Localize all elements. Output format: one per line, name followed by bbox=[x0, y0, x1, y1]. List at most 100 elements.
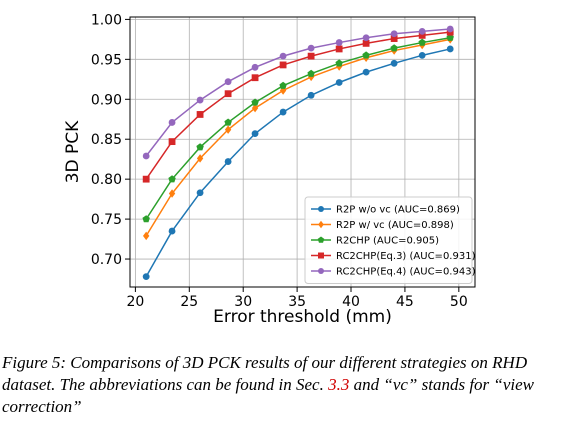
series-line bbox=[145, 31, 451, 180]
legend-label: R2P w/o vc (AUC=0.869) bbox=[336, 205, 460, 216]
legend-marker bbox=[318, 268, 324, 274]
data-point bbox=[142, 231, 150, 241]
data-point bbox=[446, 25, 454, 33]
data-point bbox=[335, 45, 343, 53]
legend: R2P w/o vc (AUC=0.869) R2P w/ vc (AUC=0.8… bbox=[304, 196, 476, 284]
data-point bbox=[168, 227, 176, 235]
legend-entry: R2P w/o vc (AUC=0.869) bbox=[311, 205, 460, 216]
legend-entry: R2P w/ vc (AUC=0.898) bbox=[311, 220, 454, 231]
data-point bbox=[390, 59, 398, 67]
series-3 bbox=[142, 33, 454, 223]
data-point bbox=[418, 38, 426, 46]
y-tick-label: 0.70 bbox=[91, 252, 122, 268]
data-point bbox=[224, 125, 232, 134]
data-point bbox=[168, 189, 176, 198]
grid bbox=[130, 17, 475, 287]
data-point bbox=[251, 130, 259, 138]
data-point bbox=[251, 103, 259, 113]
data-point bbox=[390, 30, 398, 38]
legend-marker bbox=[317, 236, 325, 243]
x-tick-label: 50 bbox=[450, 294, 468, 310]
data-point bbox=[168, 175, 176, 183]
legend-entry: RC2CHP(Eq.4) (AUC=0.943) bbox=[311, 267, 476, 278]
data-point bbox=[168, 138, 176, 146]
data-point bbox=[307, 69, 315, 77]
data-point bbox=[279, 61, 287, 69]
data-point bbox=[224, 118, 232, 126]
pck-chart: 20 25 30 35 40 45 50 0.70 0.75 0.80 0.85 0.90 0.95 1.… bbox=[63, 12, 476, 327]
data-point bbox=[196, 189, 204, 197]
data-point bbox=[279, 81, 287, 89]
data-point bbox=[251, 63, 259, 71]
x-tick-label: 20 bbox=[126, 294, 144, 310]
caption-text-end: and “vc” stands for “view correction” bbox=[2, 375, 535, 416]
data-point bbox=[142, 152, 150, 160]
data-point bbox=[390, 35, 398, 42]
caption-text: Figure 5: Comparisons of 3D PCK results … bbox=[2, 353, 528, 394]
x-tick-label: 45 bbox=[396, 294, 414, 310]
legend-box bbox=[304, 196, 473, 284]
legend-label: RC2CHP(Eq.4) (AUC=0.943) bbox=[336, 267, 476, 278]
legend-marker bbox=[318, 220, 324, 229]
data-point bbox=[307, 44, 315, 52]
data-point bbox=[224, 90, 232, 98]
data-point bbox=[224, 78, 232, 86]
y-tick-label: 0.75 bbox=[91, 212, 122, 228]
series-line bbox=[145, 38, 451, 237]
data-point bbox=[196, 154, 204, 163]
data-point bbox=[142, 273, 150, 281]
data-point bbox=[142, 215, 150, 223]
legend-marker bbox=[318, 252, 324, 259]
series-line bbox=[145, 48, 451, 277]
legend-label: R2CHP (AUC=0.905) bbox=[336, 236, 439, 247]
x-tick-label: 30 bbox=[234, 294, 252, 310]
x-tick-label: 40 bbox=[342, 294, 360, 310]
y-tick-label: 1.00 bbox=[91, 12, 122, 28]
y-axis-title: 3D PCK bbox=[63, 120, 83, 183]
section-reference-link[interactable]: 3.3 bbox=[328, 375, 350, 394]
data-point bbox=[362, 34, 370, 42]
x-tick-label: 35 bbox=[288, 294, 306, 310]
data-point bbox=[307, 52, 315, 60]
data-point bbox=[390, 44, 398, 52]
figure-caption: Figure 5: Comparisons of 3D PCK results … bbox=[2, 352, 564, 418]
series-4 bbox=[142, 28, 454, 183]
legend-entry: RC2CHP(Eq.3) (AUC=0.931) bbox=[311, 251, 476, 262]
data-point bbox=[196, 143, 204, 151]
data-point bbox=[307, 91, 315, 99]
axis-ticks: 20 25 30 35 40 45 50 0.70 0.75 0.80 0.85 0.90 0.95 1.… bbox=[91, 12, 468, 310]
legend-label: RC2CHP(Eq.3) (AUC=0.931) bbox=[336, 251, 476, 262]
data-point bbox=[251, 98, 259, 106]
data-point bbox=[224, 158, 232, 165]
data-point bbox=[142, 175, 150, 183]
data-point bbox=[196, 96, 204, 104]
data-point bbox=[362, 39, 370, 47]
data-point bbox=[362, 51, 370, 59]
series-line bbox=[145, 37, 451, 220]
data-point bbox=[335, 79, 343, 86]
series-lines bbox=[142, 25, 454, 281]
series-5 bbox=[142, 25, 454, 160]
data-point bbox=[196, 111, 204, 118]
series-1 bbox=[142, 45, 454, 281]
data-point bbox=[446, 33, 454, 41]
y-tick-label: 0.80 bbox=[91, 172, 122, 188]
legend-label: R2P w/ vc (AUC=0.898) bbox=[336, 220, 454, 231]
data-point bbox=[168, 119, 176, 126]
legend-marker bbox=[318, 206, 324, 212]
y-tick-label: 0.90 bbox=[91, 92, 122, 108]
y-tick-label: 0.85 bbox=[91, 132, 122, 148]
data-point bbox=[335, 39, 343, 46]
data-point bbox=[418, 31, 426, 39]
legend-entry: R2CHP (AUC=0.905) bbox=[311, 236, 439, 247]
data-point bbox=[446, 45, 454, 53]
x-tick-label: 25 bbox=[180, 294, 198, 310]
data-point bbox=[251, 74, 259, 82]
x-axis-title: Error threshold (mm) bbox=[213, 307, 392, 327]
series-line bbox=[145, 28, 451, 157]
data-point bbox=[418, 51, 426, 59]
data-point bbox=[335, 59, 343, 67]
plot-frame bbox=[129, 16, 476, 288]
data-point bbox=[279, 108, 287, 116]
data-point bbox=[279, 52, 287, 60]
